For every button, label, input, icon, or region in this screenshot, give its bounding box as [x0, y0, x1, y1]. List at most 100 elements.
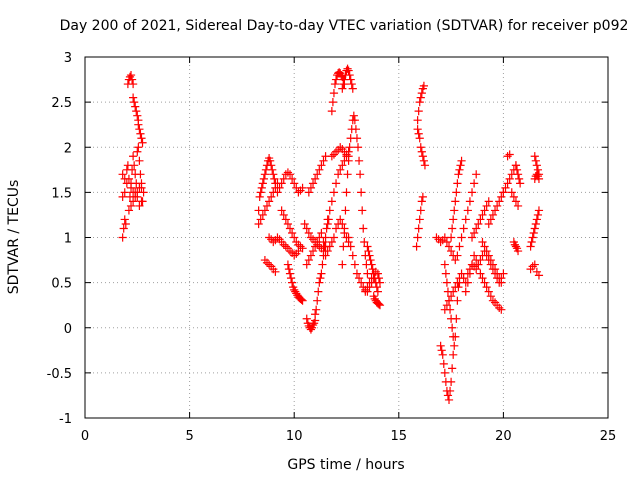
data-point	[372, 283, 381, 292]
data-point	[363, 283, 372, 292]
data-point	[134, 143, 143, 152]
data-point	[137, 183, 146, 192]
data-point	[482, 246, 491, 256]
data-point	[130, 98, 139, 107]
data-point	[308, 179, 318, 188]
data-point	[260, 206, 270, 215]
data-point	[444, 296, 454, 305]
data-point	[129, 79, 138, 89]
data-point	[134, 120, 143, 129]
data-point	[513, 201, 523, 211]
data-point	[352, 269, 362, 278]
data-point	[120, 215, 129, 224]
data-point	[357, 188, 366, 197]
data-point	[323, 215, 332, 224]
data-point	[419, 81, 429, 90]
data-point	[461, 287, 470, 296]
data-point	[467, 233, 477, 242]
data-point	[440, 260, 449, 269]
data-point	[444, 395, 454, 405]
data-point	[480, 242, 489, 251]
data-point	[283, 260, 293, 269]
data-point	[367, 274, 376, 283]
y-tick-label: 1.5	[51, 186, 72, 201]
data-point	[348, 251, 357, 260]
data-point	[271, 267, 280, 276]
data-point	[298, 183, 307, 192]
data-point	[442, 301, 452, 310]
data-point	[129, 152, 138, 161]
data-point	[350, 116, 359, 125]
data-point	[258, 179, 267, 188]
data-point	[132, 107, 141, 116]
data-point	[444, 242, 454, 251]
data-point	[118, 192, 127, 201]
data-point	[445, 386, 455, 396]
data-point	[480, 206, 489, 215]
data-point	[321, 251, 330, 260]
data-point	[284, 264, 294, 274]
data-point	[260, 170, 270, 179]
data-point	[413, 116, 422, 125]
data-point	[269, 170, 278, 179]
data-point	[352, 134, 362, 143]
data-point	[302, 260, 311, 269]
data-point	[490, 264, 500, 274]
data-point	[277, 179, 286, 188]
data-point	[120, 174, 129, 183]
data-point	[472, 170, 481, 179]
y-tick-label: 0.5	[51, 277, 72, 292]
data-point	[413, 125, 422, 134]
data-point	[455, 165, 464, 174]
data-point	[534, 206, 544, 215]
data-point	[313, 296, 322, 305]
data-point	[531, 156, 540, 165]
data-point	[327, 237, 336, 247]
data-point	[330, 79, 340, 89]
data-point	[482, 283, 491, 292]
data-point	[497, 192, 506, 201]
data-point	[505, 150, 514, 159]
data-point	[476, 269, 485, 278]
data-point	[120, 188, 129, 197]
data-point	[497, 305, 506, 314]
data-point	[137, 134, 146, 143]
data-point	[319, 237, 328, 247]
chart-title: Day 200 of 2021, Sidereal Day-to-day VTE…	[60, 18, 629, 34]
y-tick-label: 3	[64, 51, 72, 66]
data-point	[285, 224, 295, 233]
data-point	[304, 228, 313, 238]
data-point	[503, 179, 512, 188]
data-point	[359, 224, 368, 233]
data-point	[447, 292, 456, 301]
data-point	[486, 292, 495, 301]
data-point	[311, 174, 320, 183]
data-point	[493, 201, 502, 211]
data-point	[528, 233, 537, 242]
data-point	[133, 147, 142, 156]
data-point	[529, 228, 538, 238]
data-point	[415, 98, 424, 107]
data-point	[267, 161, 276, 170]
data-point	[341, 206, 350, 215]
data-point	[319, 156, 328, 165]
data-point	[484, 219, 493, 229]
data-point	[286, 274, 296, 283]
data-point	[139, 188, 148, 197]
data-point	[360, 237, 369, 247]
data-point	[412, 242, 421, 251]
data-point	[277, 206, 286, 215]
data-point	[366, 255, 375, 265]
data-point	[285, 269, 295, 278]
data-point	[365, 278, 374, 287]
data-point	[448, 224, 457, 233]
data-point	[447, 377, 456, 386]
data-point	[298, 244, 307, 253]
data-point	[513, 170, 523, 179]
data-point	[451, 255, 460, 265]
data-point	[273, 188, 282, 197]
data-point	[338, 219, 347, 229]
data-point	[327, 197, 336, 206]
data-point	[450, 206, 459, 215]
data-point	[343, 170, 352, 179]
